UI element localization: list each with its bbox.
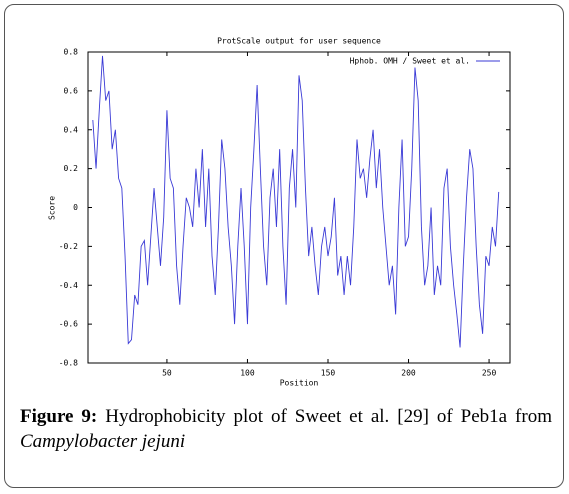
caption-text: Hydrophobicity plot of Sweet et al. [29]… [97, 406, 552, 427]
x-tick-label: 250 [482, 369, 497, 378]
y-tick-label: 0 [73, 203, 78, 212]
y-tick-label: 0.4 [64, 125, 79, 134]
x-tick-label: 100 [240, 369, 255, 378]
caption-species: Campylobacter jejuni [20, 431, 186, 452]
caption-label: Figure 9: [20, 406, 98, 427]
figure-frame [4, 4, 564, 488]
data-line [92, 55, 500, 348]
x-tick-label: 150 [321, 369, 336, 378]
legend-label: Hphob. OMH / Sweet et al. [350, 57, 470, 66]
x-axis-label: Position [280, 379, 319, 388]
plot-frame [87, 51, 511, 364]
y-axis-label: Score [48, 196, 57, 220]
chart: ProtScale output for user sequence Posit… [48, 37, 511, 388]
x-tick-label: 200 [401, 369, 416, 378]
chart-title: ProtScale output for user sequence [217, 37, 381, 46]
x-tick-label: 50 [162, 369, 172, 378]
y-tick-label: 0.6 [64, 86, 79, 95]
y-tick-label: -0.4 [59, 281, 78, 290]
y-tick-label: -0.8 [59, 359, 78, 368]
y-tick-label: -0.6 [59, 320, 78, 329]
y-tick-label: 0.8 [64, 48, 79, 57]
y-tick-label: -0.2 [59, 242, 78, 251]
y-tick-label: 0.2 [64, 164, 79, 173]
caption: Figure 9: Hydrophobicity plot of Sweet e… [20, 404, 552, 429]
